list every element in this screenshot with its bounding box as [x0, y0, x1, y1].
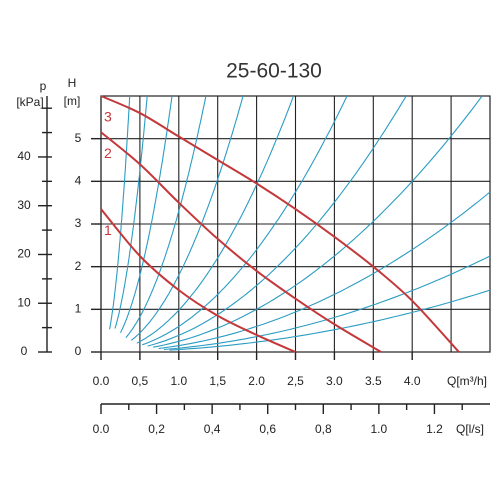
y-tick-label: 0	[75, 344, 82, 358]
x2-tick-label: 0,2	[148, 422, 165, 436]
p-axis-label: p	[40, 79, 47, 93]
x-tick-label: 3.5	[365, 374, 382, 388]
y-tick-label: 4	[75, 174, 82, 188]
system-curve	[158, 191, 491, 350]
chart-title: 25-60-130	[226, 60, 322, 83]
x2-tick-label: 0.0	[93, 422, 110, 436]
x2-tick-label: 0,8	[315, 422, 332, 436]
pump-curve	[100, 95, 460, 353]
system-curve	[136, 95, 295, 344]
p-axis-unit: [kPa]	[16, 95, 43, 109]
x2-tick-label: 0,6	[259, 422, 276, 436]
x2-tick-label: 0,4	[204, 422, 221, 436]
y-tick-label: 3	[75, 216, 82, 230]
y-axis-label: H	[68, 76, 77, 90]
y-tick-label: 1	[75, 302, 82, 316]
x2-tick-label: 1.2	[426, 422, 443, 436]
system-curve	[163, 255, 491, 351]
x2-tick-label: 1.0	[371, 422, 388, 436]
p-tick-label: 40	[17, 149, 31, 163]
x-tick-label: 1,5	[209, 374, 226, 388]
y-tick-label: 5	[75, 131, 82, 145]
p-tick-label: 20	[17, 247, 31, 261]
x-tick-label: 0.0	[93, 374, 110, 388]
p-tick-label: 10	[17, 295, 31, 309]
x2-axis-label: Q[l/s]	[456, 422, 484, 436]
x-tick-label: 2.0	[248, 374, 265, 388]
curve-label: 3	[104, 109, 112, 125]
y-tick-label: 2	[75, 259, 82, 273]
x-tick-label: 2,5	[287, 374, 304, 388]
x-axis-label: Q[m³/h]	[447, 374, 487, 388]
x-tick-label: 3.0	[326, 374, 343, 388]
x-tick-label: 4.0	[404, 374, 421, 388]
system-curve	[114, 95, 148, 329]
pump-curve	[100, 131, 382, 353]
p-tick-label: 30	[17, 198, 31, 212]
system-curve	[142, 95, 348, 346]
p-tick-label: 0	[21, 344, 28, 358]
system-curve	[109, 95, 131, 330]
curve-label: 1	[104, 222, 112, 238]
x-tick-label: 1.0	[170, 374, 187, 388]
curve-label: 2	[104, 145, 112, 161]
system-curve	[120, 95, 173, 334]
system-curve	[130, 95, 244, 341]
y-axis-unit: [m]	[64, 94, 81, 108]
system-curve	[147, 95, 407, 347]
system-curve	[169, 289, 491, 351]
system-curve	[153, 95, 483, 348]
pump-curve	[100, 208, 296, 353]
x-tick-label: 0,5	[132, 374, 149, 388]
system-curve	[125, 95, 207, 338]
